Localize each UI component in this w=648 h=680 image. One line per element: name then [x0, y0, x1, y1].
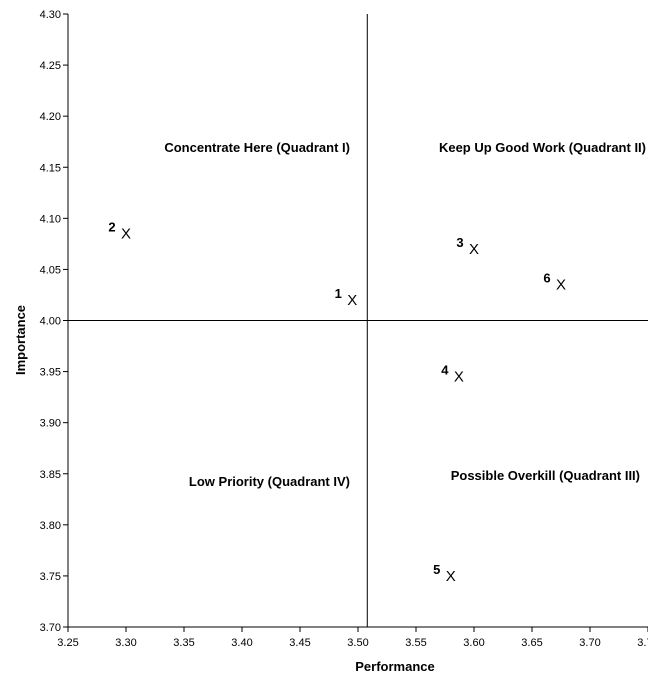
y-axis-title: Importance — [13, 305, 28, 375]
x-tick-label: 3.30 — [115, 637, 136, 649]
quadrant-label-4: Low Priority (Quadrant IV) — [189, 474, 350, 489]
x-tick-label: 3.70 — [579, 637, 600, 649]
x-tick-label: 3.45 — [289, 637, 310, 649]
y-tick-label: 4.05 — [40, 264, 61, 276]
y-tick-label: 4.15 — [40, 162, 61, 174]
x-tick-label: 3.75 — [637, 637, 648, 649]
data-point-marker: X — [454, 369, 464, 386]
y-tick-label: 3.80 — [40, 520, 61, 532]
y-tick-label: 3.85 — [40, 469, 61, 481]
y-tick-label: 4.25 — [40, 60, 61, 72]
x-tick-label: 3.65 — [521, 637, 542, 649]
y-tick-label: 4.20 — [40, 111, 61, 123]
y-tick-label: 3.90 — [40, 418, 61, 430]
y-tick-label: 4.30 — [40, 9, 61, 21]
data-point-label: 3 — [456, 235, 463, 250]
x-tick-label: 3.40 — [231, 637, 252, 649]
x-tick-label: 3.60 — [463, 637, 484, 649]
y-tick-label: 3.75 — [40, 571, 61, 583]
x-axis-title: Performance — [355, 659, 434, 674]
data-point-label: 6 — [543, 271, 550, 286]
data-point-label: 1 — [335, 286, 342, 301]
data-point-marker: X — [347, 292, 357, 309]
axes: 3.25 3.30 3.35 3.40 3.45 3.50 3.55 3.60 3.65 3.70… — [40, 9, 648, 649]
y-tick-label: 4.00 — [40, 316, 61, 328]
data-point-marker: X — [121, 226, 131, 243]
data-point-marker: X — [446, 568, 456, 585]
x-tick-label: 3.35 — [173, 637, 194, 649]
data-point-label: 2 — [108, 220, 115, 235]
x-tick-label: 3.25 — [57, 637, 78, 649]
x-tick-label: 3.55 — [405, 637, 426, 649]
y-tick-label: 3.70 — [40, 622, 61, 634]
quadrant-label-1: Concentrate Here (Quadrant I) — [164, 140, 350, 155]
x-tick-label: 3.50 — [347, 637, 368, 649]
y-tick-label: 3.95 — [40, 367, 61, 379]
quadrant-label-3: Possible Overkill (Quadrant III) — [451, 468, 640, 483]
y-tick-label: 4.10 — [40, 213, 61, 225]
data-point-marker: X — [556, 277, 566, 294]
data-point-label: 5 — [433, 562, 440, 577]
data-point-marker: X — [469, 241, 479, 258]
reference-lines — [68, 14, 648, 627]
quadrant-label-2: Keep Up Good Work (Quadrant II) — [439, 140, 646, 155]
data-point-label: 4 — [441, 363, 449, 378]
quadrant-labels: Concentrate Here (Quadrant I) Keep Up Go… — [164, 140, 646, 489]
